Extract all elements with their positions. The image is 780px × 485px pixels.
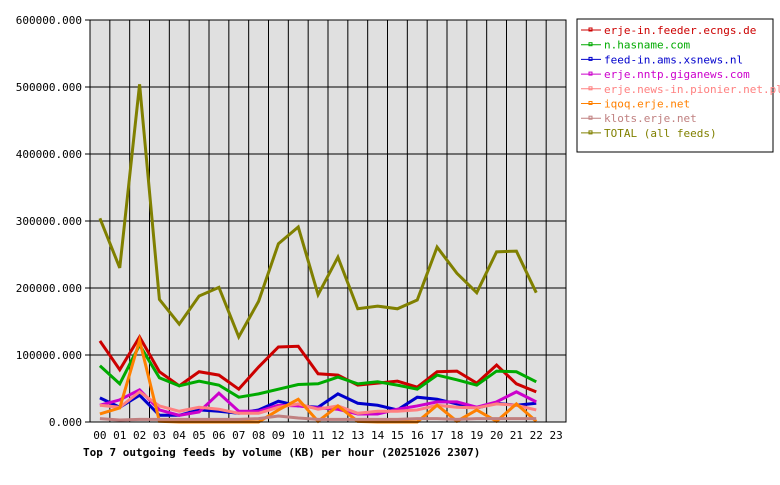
chart-title: Top 7 outgoing feeds by volume (KB) per … (83, 446, 480, 459)
x-tick-label: 11 (311, 429, 324, 442)
legend-label: feed-in.ams.xsnews.nl (604, 53, 743, 66)
legend-label: erje.nntp.giganews.com (604, 68, 750, 81)
x-tick-label: 15 (391, 429, 404, 442)
x-tick-label: 19 (470, 429, 483, 442)
x-tick-label: 05 (192, 429, 205, 442)
legend-label: erje-in.feeder.ecngs.de (604, 24, 756, 37)
legend-label: erje.news-in.pionier.net.pl (604, 83, 780, 96)
x-tick-label: 10 (292, 429, 305, 442)
x-tick-label: 12 (331, 429, 344, 442)
y-tick-label: 600000.000 (16, 14, 82, 27)
y-tick-label: 300000.000 (16, 215, 82, 228)
x-tick-label: 04 (173, 429, 187, 442)
legend-label: TOTAL (all feeds) (604, 127, 717, 140)
x-tick-label: 21 (510, 429, 523, 442)
x-tick-label: 03 (153, 429, 166, 442)
legend-label: iqoq.erje.net (604, 98, 690, 111)
legend-label: klots.erje.net (604, 112, 697, 125)
x-tick-label: 23 (549, 429, 562, 442)
y-tick-label: 0.000 (49, 416, 82, 429)
y-tick-label: 400000.000 (16, 148, 82, 161)
x-tick-label: 00 (93, 429, 106, 442)
x-tick-label: 06 (212, 429, 225, 442)
x-tick-label: 07 (232, 429, 245, 442)
x-tick-label: 18 (450, 429, 463, 442)
x-tick-label: 14 (371, 429, 385, 442)
x-tick-label: 20 (490, 429, 503, 442)
x-tick-label: 17 (430, 429, 443, 442)
x-tick-label: 13 (351, 429, 364, 442)
x-tick-label: 09 (272, 429, 285, 442)
x-tick-label: 02 (133, 429, 146, 442)
x-tick-label: 01 (113, 429, 126, 442)
x-tick-label: 22 (530, 429, 543, 442)
y-tick-label: 100000.000 (16, 349, 82, 362)
x-tick-label: 16 (411, 429, 424, 442)
x-tick-label: 08 (252, 429, 265, 442)
y-tick-label: 200000.000 (16, 282, 82, 295)
y-tick-label: 500000.000 (16, 81, 82, 94)
legend-label: n.hasname.com (604, 39, 690, 52)
